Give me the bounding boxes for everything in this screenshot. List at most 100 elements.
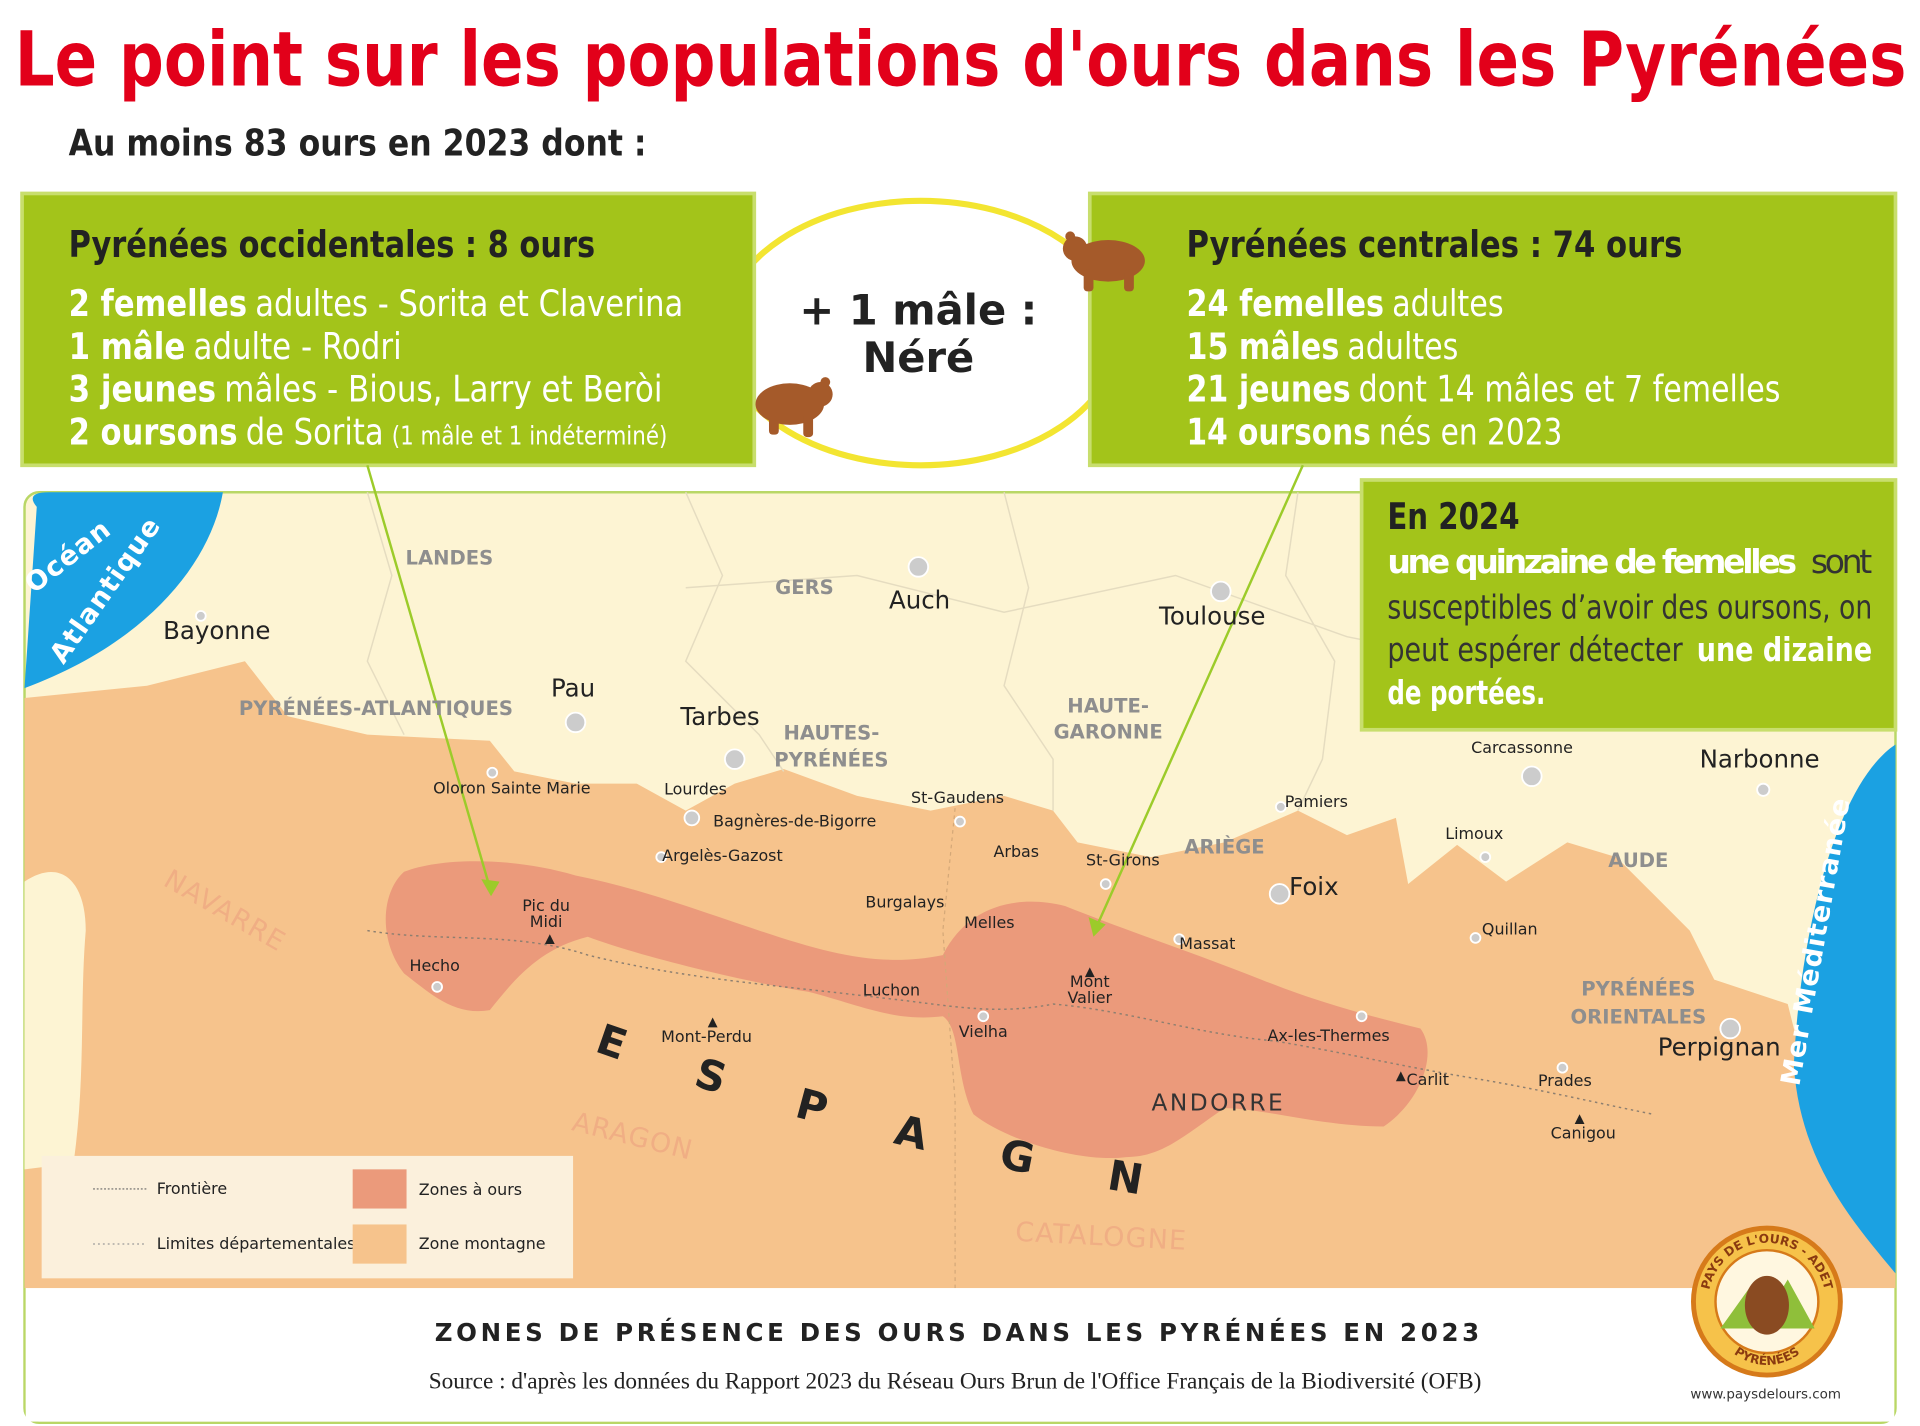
map-shape xyxy=(954,815,966,828)
source: Source : d'après les données du Rapport … xyxy=(429,1369,1482,1395)
map-shape xyxy=(683,809,701,827)
place-label: Melles xyxy=(964,913,1014,932)
logo-bottom: PYRÉNÉES xyxy=(1732,1344,1802,1368)
highlight: une quinzaine de femelles xyxy=(1387,542,1797,581)
place-label: Vielha xyxy=(959,1022,1008,1041)
ocean xyxy=(24,492,223,689)
place-label: Pau xyxy=(551,674,595,703)
place-label: AUDE xyxy=(1608,849,1668,872)
central-line: 14 oursonsnés en 2023 xyxy=(1187,410,1563,453)
place-label: Auch xyxy=(889,586,950,615)
west-line: 2 oursonsde Sorita (1 mâle et 1 indétermi… xyxy=(69,410,668,453)
place-label: Pamiers xyxy=(1285,792,1348,811)
map-shape xyxy=(1124,269,1134,292)
place-label: Canigou xyxy=(1551,1124,1616,1143)
map-shape xyxy=(544,934,555,945)
place-label: Valier xyxy=(1068,988,1113,1007)
map-shape xyxy=(1469,932,1482,944)
map-shape xyxy=(1268,883,1291,905)
map-shape xyxy=(1719,1017,1741,1040)
detail: adulte - Rodri xyxy=(193,325,401,368)
place-label: Bagnères-de-Bigorre xyxy=(713,812,876,831)
map-shape xyxy=(195,610,207,622)
place-label: Carlit xyxy=(1407,1070,1449,1089)
map-shape xyxy=(1003,492,1054,811)
central-line: 21 jeunesdont 14 mâles et 7 femelles xyxy=(1187,368,1781,411)
outlook-line: une quinzaine de femelles sont xyxy=(1387,542,1872,581)
place-label: Lourdes xyxy=(664,780,727,799)
place-label: Bayonne xyxy=(163,616,270,645)
legend-swatch xyxy=(352,1169,407,1209)
place-label: Foix xyxy=(1289,872,1338,901)
place-label: HAUTE- xyxy=(1067,695,1149,718)
place-label: Massat xyxy=(1179,934,1235,953)
bear-icon xyxy=(1062,231,1145,292)
highlight: une dizaine xyxy=(1697,630,1872,669)
place-label: Oloron Sainte Marie xyxy=(433,778,590,797)
outlook-line: peut espérer détecter une dizaine xyxy=(1387,630,1872,669)
west-box xyxy=(20,191,757,468)
map-shape xyxy=(1521,765,1543,788)
place-label: Luchon xyxy=(863,980,920,999)
count: 15 mâles xyxy=(1187,325,1340,368)
exchange-line: + 1 mâle : xyxy=(799,285,1037,334)
legend-label: Frontière xyxy=(157,1179,227,1198)
count: 3 jeunes xyxy=(69,368,216,411)
legend-label: Zones à ours xyxy=(419,1180,522,1199)
place-label: Tarbes xyxy=(679,702,759,731)
detail: mâles - Bious, Larry et Beròi xyxy=(224,368,662,411)
map-shape xyxy=(655,851,668,863)
place-label: ANDORRE xyxy=(1152,1090,1286,1117)
pointer-head xyxy=(1088,917,1106,937)
west-title: Pyrénées occidentales : 8 ours xyxy=(69,223,596,266)
map-shape xyxy=(564,711,587,734)
map-shape xyxy=(1210,580,1232,603)
map-shape xyxy=(723,748,746,770)
place-label: Pic du xyxy=(522,896,570,915)
map-shape xyxy=(1284,492,1336,811)
west-line: 2 femellesadultes - Sorita et Claverina xyxy=(69,282,684,325)
place-label: Toulouse xyxy=(1158,601,1265,630)
place-label: Quillan xyxy=(1482,919,1538,938)
place-label: Prades xyxy=(1538,1071,1592,1090)
sea xyxy=(1793,744,1896,1274)
place-label: Arbas xyxy=(994,842,1040,861)
place-label: GERS xyxy=(775,576,834,599)
place-label: Ax-les-Thermes xyxy=(1267,1026,1389,1045)
place-label: Mont xyxy=(1070,972,1110,991)
place-label: PYRÉNÉES xyxy=(774,749,888,772)
pointer xyxy=(366,464,491,889)
border xyxy=(367,929,1654,1115)
place-label: PYRÉNÉES xyxy=(1581,977,1695,1000)
outlook-line: de portées. xyxy=(1387,673,1545,712)
map-shape xyxy=(1274,801,1287,813)
detail: adultes xyxy=(1392,282,1504,325)
detail: adultes - Sorita et Claverina xyxy=(255,282,683,325)
map-shape xyxy=(768,412,779,435)
count: 14 oursons xyxy=(1187,410,1371,453)
map-shape xyxy=(1083,269,1094,292)
legend-label: Limites départementales xyxy=(157,1234,356,1253)
text: susceptibles d’avoir des oursons, on xyxy=(1387,587,1872,626)
detail: nés en 2023 xyxy=(1379,410,1563,453)
place-label: HAUTES- xyxy=(784,722,880,745)
central-title: Pyrénées centrales : 74 ours xyxy=(1187,223,1683,266)
plain-area xyxy=(24,872,86,1170)
place-label: Mont-Perdu xyxy=(661,1027,752,1046)
caption: ZONES DE PRÉSENCE DES OURS DANS LES PYRÉ… xyxy=(435,1318,1483,1347)
place-label: ARIÈGE xyxy=(1184,835,1264,858)
place-label: Midi xyxy=(530,912,563,931)
place-label: Burgalays xyxy=(865,892,944,911)
place-label: Perpignan xyxy=(1658,1032,1781,1061)
map-shape xyxy=(1062,236,1088,261)
map-shape xyxy=(366,492,405,736)
west-line: 3 jeunesmâles - Bious, Larry et Beròi xyxy=(69,368,663,411)
map-shape xyxy=(684,491,785,772)
highlight: de portées. xyxy=(1387,673,1545,712)
place-label: GARONNE xyxy=(1054,720,1163,743)
map-shape xyxy=(907,556,930,578)
place-label: St-Girons xyxy=(1086,851,1160,870)
logo-bear xyxy=(1744,1275,1789,1335)
pointer xyxy=(1094,464,1304,929)
